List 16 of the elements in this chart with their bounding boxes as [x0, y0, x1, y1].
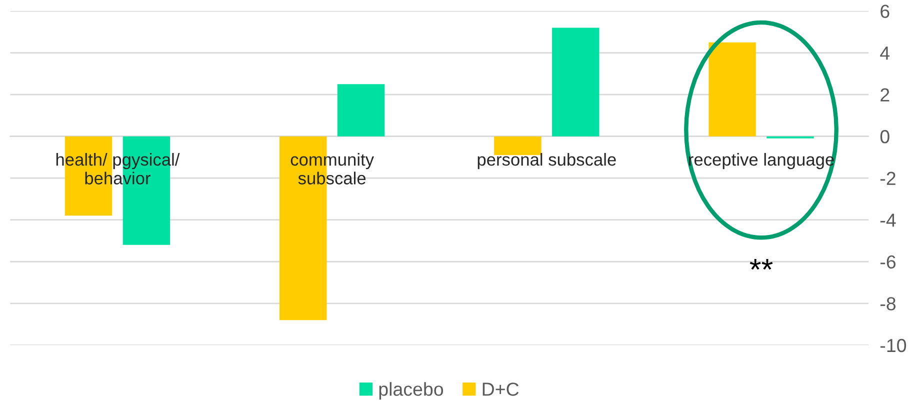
y-tick-label: 2	[880, 88, 890, 102]
y-tick-label: -4	[880, 214, 896, 227]
legend-label: D+C	[482, 382, 519, 396]
bar	[337, 84, 385, 136]
annotation: **	[750, 258, 773, 270]
y-tick-label: -2	[880, 172, 896, 185]
y-tick-label: 6	[880, 4, 890, 18]
bar	[552, 28, 600, 136]
y-tick-label: -10	[880, 338, 906, 352]
x-tick-label: personal subscale	[478, 152, 616, 170]
y-tick-label: -6	[880, 255, 896, 269]
y-tick-label: -8	[880, 297, 896, 310]
y-tick-label: 4	[880, 46, 890, 60]
legend-label: placebo	[379, 382, 444, 400]
y-tick-label: 0	[880, 130, 890, 144]
bar	[708, 42, 756, 136]
